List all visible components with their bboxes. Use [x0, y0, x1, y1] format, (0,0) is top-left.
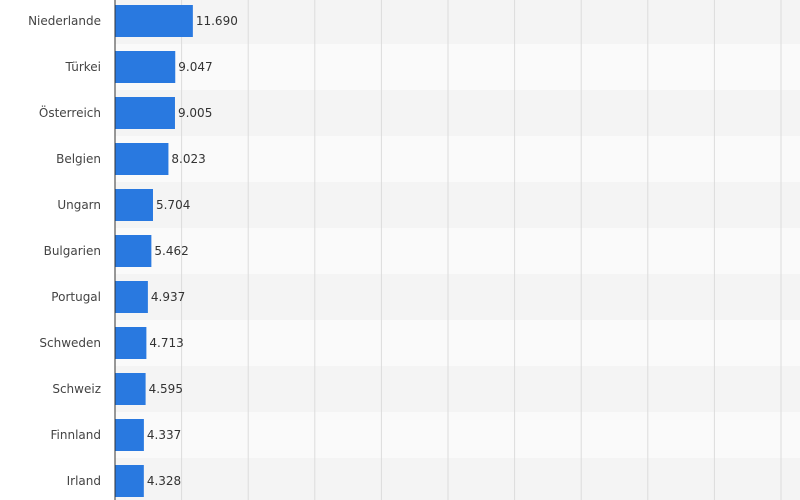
category-label: Finnland: [51, 428, 101, 442]
category-label: Türkei: [65, 60, 101, 74]
bar[interactable]: [115, 281, 148, 313]
row-band: [115, 412, 800, 458]
bar[interactable]: [115, 97, 175, 129]
value-label: 11.690: [196, 14, 238, 28]
category-label: Schweiz: [52, 382, 101, 396]
row-band: [115, 366, 800, 412]
category-label: Schweden: [39, 336, 101, 350]
bar[interactable]: [115, 189, 153, 221]
bar[interactable]: [115, 143, 169, 175]
row-band: [115, 274, 800, 320]
value-label: 9.047: [178, 60, 212, 74]
category-label: Österreich: [39, 104, 101, 120]
bar[interactable]: [115, 235, 152, 267]
bar[interactable]: [115, 51, 176, 83]
gridlines: [181, 0, 782, 500]
category-labels: Niederlande Türkei Österreich Belgien Ungarn…: [28, 14, 101, 488]
row-band: [115, 458, 800, 500]
value-label: 4.595: [149, 382, 183, 396]
row-band: [115, 320, 800, 366]
bar[interactable]: [115, 5, 193, 37]
bars: [115, 5, 193, 497]
value-label: 8.023: [171, 152, 205, 166]
value-label: 4.713: [149, 336, 183, 350]
category-label: Portugal: [51, 290, 101, 304]
category-label: Belgien: [56, 152, 101, 166]
row-band: [115, 0, 800, 44]
category-label: Bulgarien: [44, 244, 101, 258]
category-label: Niederlande: [28, 14, 101, 28]
row-band: [115, 228, 800, 274]
value-label: 9.005: [178, 106, 212, 120]
category-label: Irland: [67, 474, 101, 488]
row-bands: [115, 0, 800, 500]
value-label: 5.704: [156, 198, 190, 212]
value-label: 4.937: [151, 290, 185, 304]
value-labels: 11.690 9.047 9.005 8.023 5.704 5.462 4.937 4.71…: [147, 14, 238, 488]
value-label: 4.328: [147, 474, 181, 488]
row-band: [115, 136, 800, 182]
category-label: Ungarn: [57, 198, 101, 212]
value-label: 5.462: [154, 244, 188, 258]
bar[interactable]: [115, 373, 146, 405]
bar[interactable]: [115, 327, 147, 359]
value-label: 4.337: [147, 428, 181, 442]
bar[interactable]: [115, 419, 144, 451]
row-band: [115, 90, 800, 136]
bar[interactable]: [115, 465, 144, 497]
row-band: [115, 182, 800, 228]
row-band: [115, 44, 800, 90]
